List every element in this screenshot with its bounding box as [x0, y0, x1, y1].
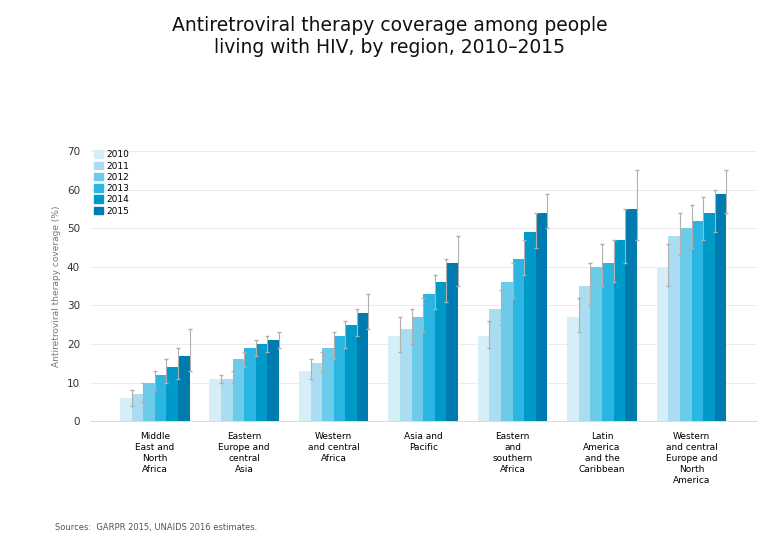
Bar [423, 294, 434, 421]
Bar [299, 371, 310, 421]
Bar [334, 336, 346, 421]
Bar [210, 379, 221, 421]
Bar [268, 340, 279, 421]
Bar [310, 363, 322, 421]
Bar [388, 336, 400, 421]
Bar [524, 232, 536, 421]
Bar [714, 194, 726, 421]
Bar [434, 282, 446, 421]
Bar [400, 329, 412, 421]
Y-axis label: Antiretroviral therapy coverage (%): Antiretroviral therapy coverage (%) [52, 205, 62, 367]
Bar [680, 228, 692, 421]
Bar [602, 263, 614, 421]
Bar [536, 213, 548, 421]
Bar [322, 348, 334, 421]
Bar [567, 317, 579, 421]
Text: Antiretroviral therapy coverage among people
living with HIV, by region, 2010–20: Antiretroviral therapy coverage among pe… [172, 16, 608, 57]
Bar [166, 367, 178, 421]
Bar [446, 263, 458, 421]
Bar [501, 282, 512, 421]
Bar [221, 379, 232, 421]
Bar [412, 317, 423, 421]
Bar [579, 286, 590, 421]
Bar [668, 236, 680, 421]
Bar [256, 344, 268, 421]
Bar [478, 336, 489, 421]
Legend: 2010, 2011, 2012, 2013, 2014, 2015: 2010, 2011, 2012, 2013, 2014, 2015 [94, 150, 129, 215]
Bar [244, 348, 256, 421]
Bar [144, 383, 154, 421]
Bar [590, 267, 602, 421]
Bar [178, 356, 190, 421]
Bar [132, 394, 144, 421]
Text: Sources:  GARPR 2015, UNAIDS 2016 estimates.: Sources: GARPR 2015, UNAIDS 2016 estimat… [55, 523, 257, 532]
Bar [489, 309, 501, 421]
Bar [154, 375, 166, 421]
Bar [512, 259, 524, 421]
Bar [657, 267, 668, 421]
Bar [626, 209, 636, 421]
Bar [614, 240, 626, 421]
Bar [232, 360, 244, 421]
Bar [346, 325, 357, 421]
Bar [120, 398, 132, 421]
Bar [703, 213, 714, 421]
Bar [357, 313, 368, 421]
Bar [692, 221, 703, 421]
